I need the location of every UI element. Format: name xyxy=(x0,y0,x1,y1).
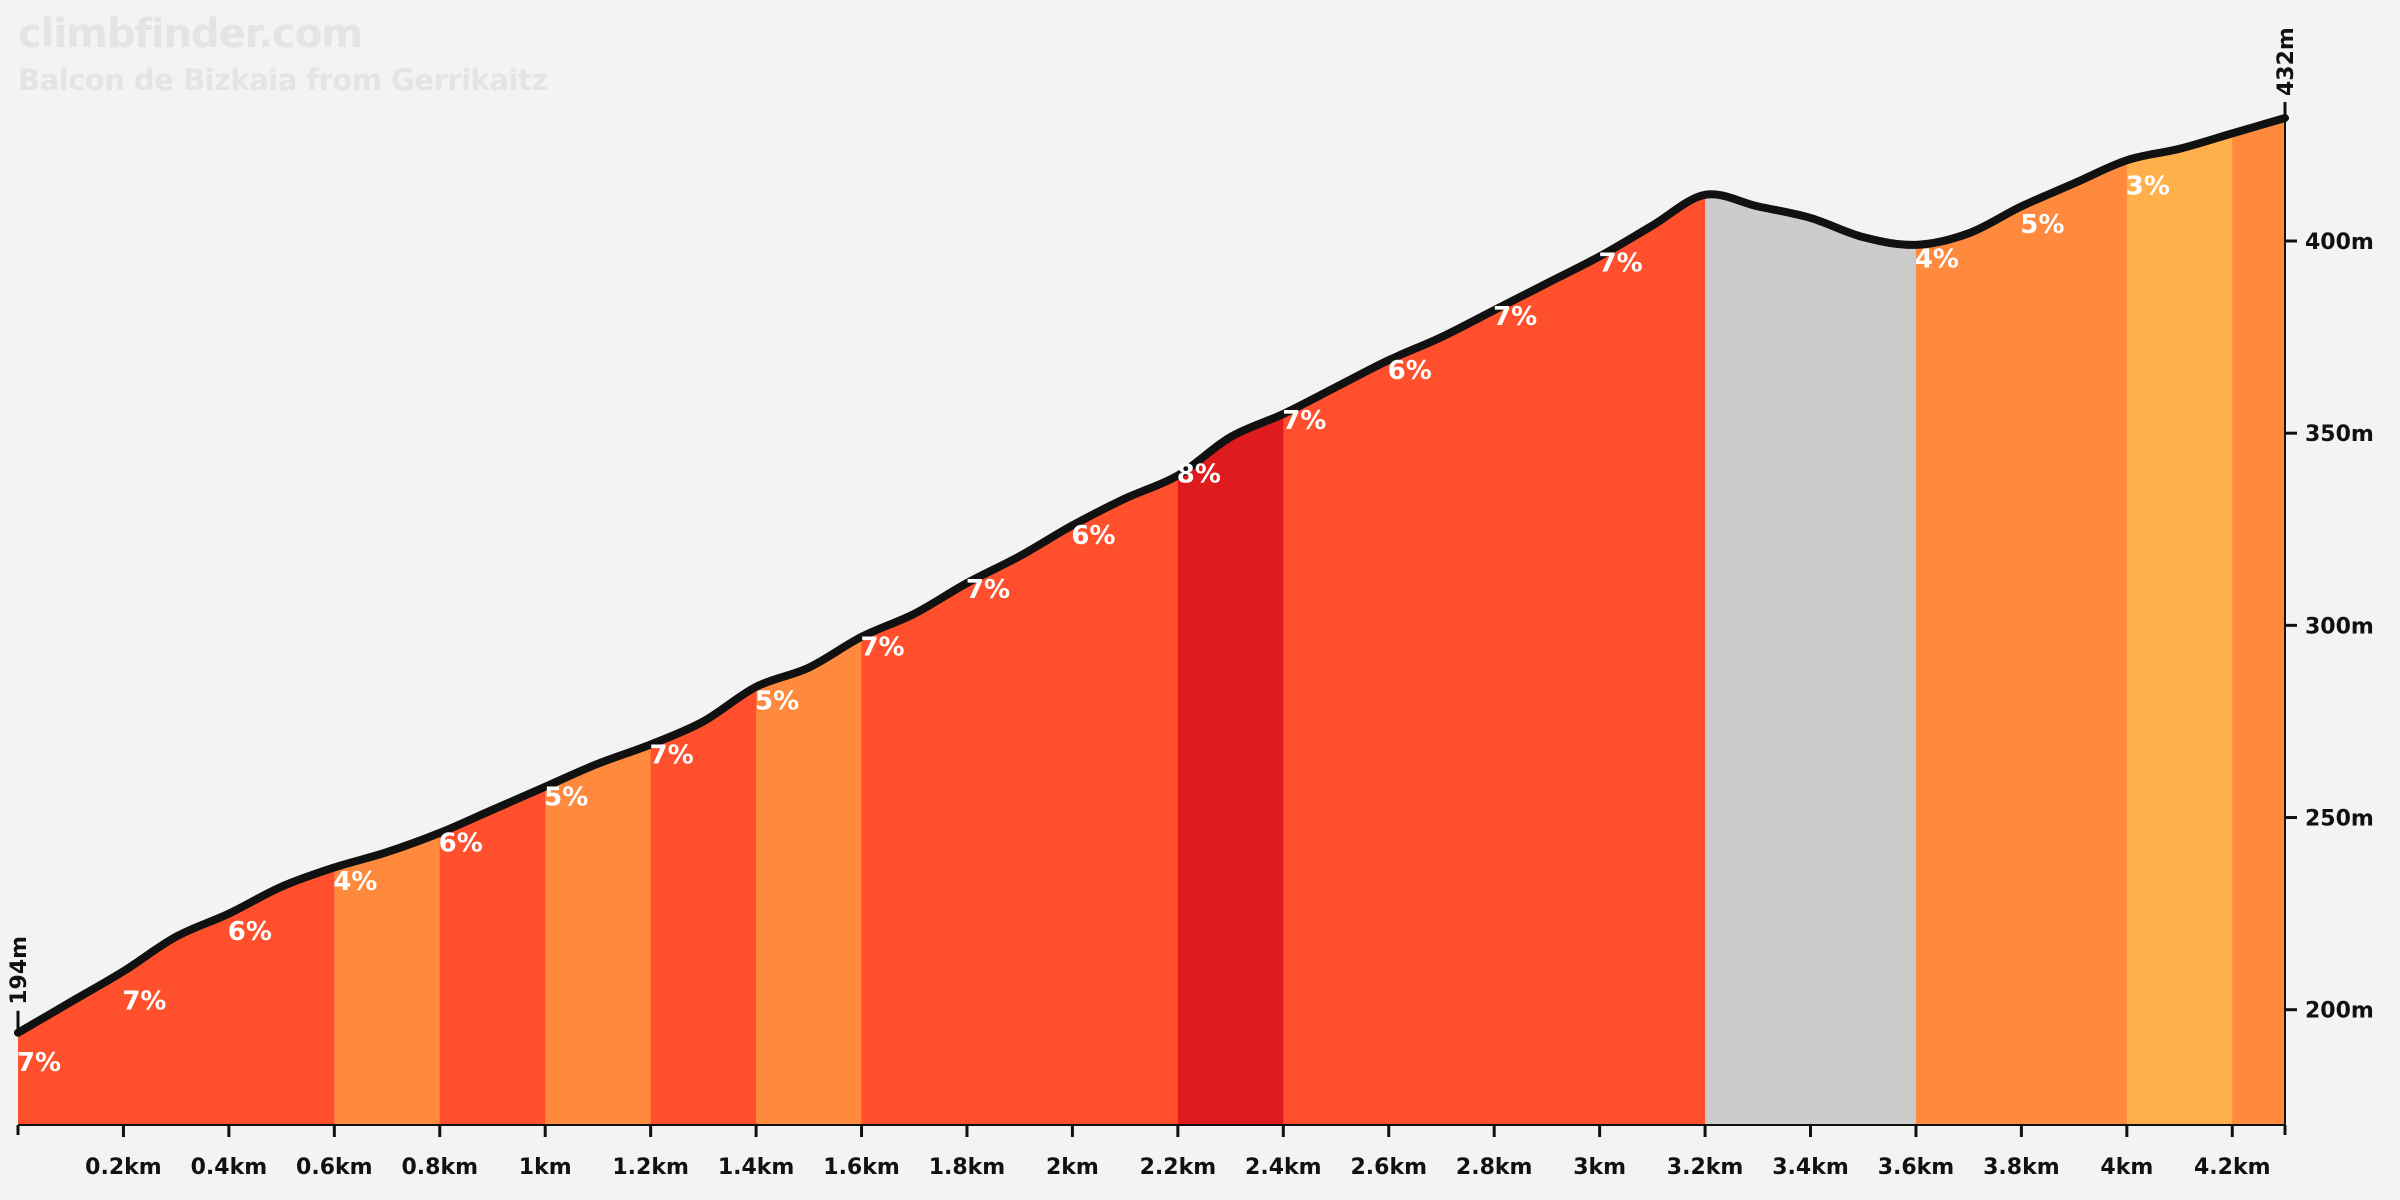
x-tick-label-13: 2.8km xyxy=(1456,1155,1533,1180)
gradient-label-8: 7% xyxy=(860,633,904,663)
gradient-label-1: 7% xyxy=(122,986,166,1016)
x-tick-label-9: 2km xyxy=(1046,1155,1099,1180)
x-tick-label-17: 3.6km xyxy=(1878,1155,1955,1180)
y-tick-label-1: 250m xyxy=(2305,807,2374,832)
gradient-segment-3 xyxy=(545,118,652,1125)
gradient-label-15: 7% xyxy=(1599,248,1643,278)
gradient-segment-7 xyxy=(1177,118,1284,1125)
gradient-label-16: 4% xyxy=(1915,244,1959,274)
y-tick-label-0: 200m xyxy=(2305,999,2374,1024)
y-tick-label-2: 300m xyxy=(2305,614,2374,639)
gradient-label-14: 7% xyxy=(1493,302,1537,332)
gradient-label-9: 7% xyxy=(966,575,1010,605)
profile-line xyxy=(14,114,2289,1037)
gradient-segment-8 xyxy=(1283,118,1706,1125)
gradient-segment-2 xyxy=(439,118,546,1125)
gradient-label-17: 5% xyxy=(2020,210,2064,240)
x-tick-label-5: 1.2km xyxy=(612,1155,689,1180)
y-tick-label-4: 400m xyxy=(2305,230,2374,255)
end-elevation-label: 432m xyxy=(2274,27,2299,96)
gradient-segment-0 xyxy=(18,118,335,1125)
gradient-label-10: 6% xyxy=(1071,521,1115,551)
x-tick-label-0: 0.2km xyxy=(85,1155,162,1180)
gradient-segment-12 xyxy=(2232,118,2285,1125)
x-tick-label-15: 3.2km xyxy=(1667,1155,1744,1180)
site-title: climbfinder.com xyxy=(18,11,363,57)
y-tick-label-3: 350m xyxy=(2305,422,2374,447)
x-tick-label-12: 2.6km xyxy=(1350,1155,1427,1180)
gradient-label-12: 7% xyxy=(1282,406,1326,436)
x-tick-label-3: 0.8km xyxy=(402,1155,479,1180)
x-tick-label-8: 1.8km xyxy=(929,1155,1006,1180)
x-tick-label-14: 3km xyxy=(1573,1155,1626,1180)
x-tick-label-11: 2.4km xyxy=(1245,1155,1322,1180)
x-tick-label-20: 4.2km xyxy=(2194,1155,2271,1180)
gradient-label-6: 7% xyxy=(650,740,694,770)
x-tick-label-16: 3.4km xyxy=(1772,1155,1849,1180)
x-tick-label-7: 1.6km xyxy=(823,1155,900,1180)
gradient-segment-6 xyxy=(861,118,1179,1125)
x-tick-label-6: 1.4km xyxy=(718,1155,795,1180)
gradient-label-4: 6% xyxy=(439,829,483,859)
gradient-label-3: 4% xyxy=(333,867,377,897)
x-tick-label-1: 0.4km xyxy=(191,1155,268,1180)
gradient-label-0: 7% xyxy=(17,1048,61,1078)
x-tick-label-10: 2.2km xyxy=(1140,1155,1217,1180)
gradient-label-13: 6% xyxy=(1388,356,1432,386)
start-elevation-label: 194m xyxy=(7,936,32,1005)
x-tick-label-2: 0.6km xyxy=(296,1155,373,1180)
gradient-label-2: 6% xyxy=(228,917,272,947)
gradient-segment-5 xyxy=(756,118,863,1125)
gradient-label-7: 5% xyxy=(755,686,799,716)
gradient-segments xyxy=(18,118,2285,1125)
gradient-segment-9 xyxy=(1705,118,1917,1125)
gradient-label-5: 5% xyxy=(544,783,588,813)
gradient-label-11: 8% xyxy=(1177,460,1221,490)
x-tick-label-4: 1km xyxy=(519,1155,572,1180)
x-tick-label-18: 3.8km xyxy=(1983,1155,2060,1180)
x-tick-label-19: 4km xyxy=(2100,1155,2153,1180)
gradient-label-18: 3% xyxy=(2126,171,2170,201)
climb-name: Balcon de Bizkaia from Gerrikaitz xyxy=(18,63,548,97)
gradient-segment-10 xyxy=(1915,118,2128,1125)
gradient-segment-1 xyxy=(334,118,441,1125)
gradient-segment-4 xyxy=(650,118,757,1125)
gradient-segment-11 xyxy=(2126,118,2233,1125)
